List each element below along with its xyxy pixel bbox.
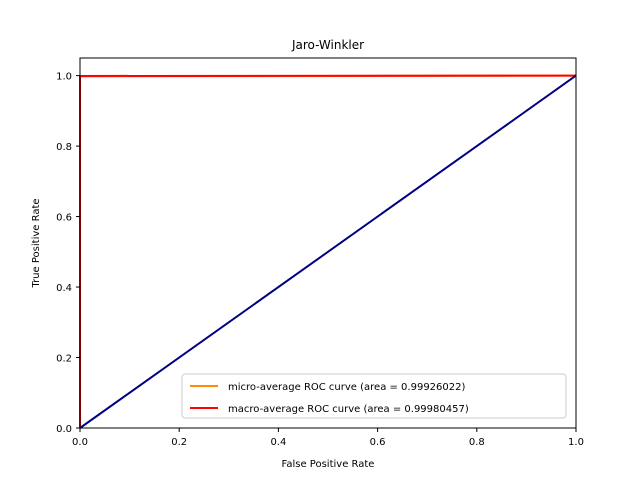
y-tick-label: 0.0 xyxy=(56,424,72,435)
x-tick-label: 1.0 xyxy=(568,437,584,448)
y-axis: 0.0 0.2 0.4 0.6 0.8 1.0 xyxy=(56,72,80,435)
axes-border xyxy=(79,57,577,429)
x-tick-label: 0.8 xyxy=(469,437,485,448)
chance-diagonal-line xyxy=(79,74,577,429)
y-tick-label: 0.2 xyxy=(56,354,72,365)
y-axis-label: True Positive Rate xyxy=(31,198,42,288)
x-tick-label: 0.4 xyxy=(270,437,286,448)
x-axis-label: False Positive Rate xyxy=(282,459,375,470)
x-tick-label: 0.6 xyxy=(370,437,386,448)
y-tick-label: 1.0 xyxy=(56,72,72,83)
legend-entry: micro-average ROC curve (area = 0.999260… xyxy=(228,382,465,393)
plot-area xyxy=(79,57,577,429)
legend: micro-average ROC curve (area = 0.999260… xyxy=(181,373,567,419)
chart-title: Jaro-Winkler xyxy=(291,38,364,52)
y-tick-label: 0.6 xyxy=(56,213,72,224)
legend-entry: macro-average ROC curve (area = 0.999804… xyxy=(228,404,469,415)
y-tick-label: 0.8 xyxy=(56,142,72,153)
y-tick-label: 0.4 xyxy=(56,283,72,294)
legend-box xyxy=(181,373,567,419)
x-tick-label: 0.2 xyxy=(171,437,187,448)
axes-frame xyxy=(79,57,577,429)
x-axis: 0.0 0.2 0.4 0.6 0.8 1.0 xyxy=(72,428,584,448)
x-tick-label: 0.0 xyxy=(72,437,88,448)
